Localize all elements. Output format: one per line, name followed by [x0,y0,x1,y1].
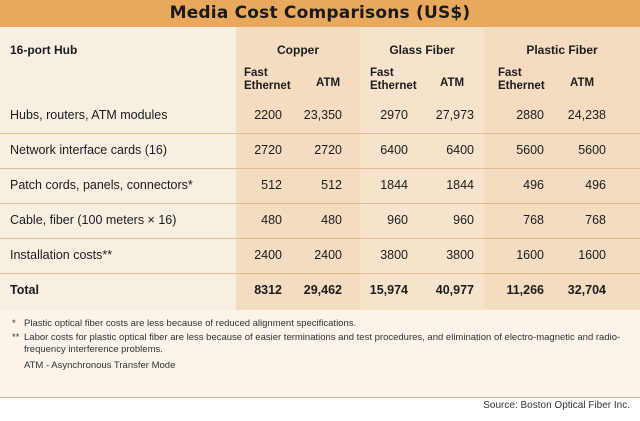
row-divider [0,203,640,204]
cell-value: 480 [321,213,342,227]
cell-value: 2400 [314,248,342,262]
row-divider [0,238,640,239]
cell-value: 1844 [380,178,408,192]
cell-value: 2720 [314,143,342,157]
sub-head-ethernet: Ethernet [498,80,545,92]
row-label-total: Total [10,283,39,297]
row-label: Network interface cards (16) [10,143,168,157]
footnote-2: ** Labor costs for plastic optical fiber… [12,332,628,356]
atm-definition: ATM - Asynchronous Transfer Mode [24,360,176,371]
cell-value: 32,704 [567,283,606,297]
cell-value: 496 [585,178,606,192]
cell-value: 1600 [516,248,544,262]
cell-value: 768 [585,213,606,227]
footnote-text: Labor costs for plastic optical fiber ar… [24,332,621,355]
table-title: Media Cost Comparisons (US$) [0,0,640,27]
group-head-plastic-fiber: Plastic Fiber [526,43,598,57]
sub-head-glass-atm: ATM [440,77,465,89]
table-row: Hubs, routers, ATM modules 2200 23,350 2… [0,99,640,133]
row-divider [0,168,640,169]
sub-head-plastic-fast-ethernet: Fast Ethernet [498,67,545,93]
table-row: Cable, fiber (100 meters × 16) 480 480 9… [0,204,640,238]
sub-head-fast: Fast [244,67,268,79]
cell-value: 3800 [380,248,408,262]
cell-value: 6400 [380,143,408,157]
cell-value: 496 [523,178,544,192]
sub-head-ethernet: Ethernet [244,80,291,92]
cell-value: 11,266 [506,283,544,297]
footnote-mark: * [12,318,16,329]
row-label: Hubs, routers, ATM modules [10,108,168,122]
cell-value: 2970 [380,108,408,122]
cell-value: 23,350 [303,108,342,122]
cell-value: 512 [261,178,282,192]
cell-value: 2720 [254,143,282,157]
row-divider [0,273,640,274]
cell-value: 512 [321,178,342,192]
cell-value: 768 [523,213,544,227]
cell-value: 1600 [578,248,606,262]
cost-table: 16-port Hub Copper Glass Fiber Plastic F… [0,27,640,310]
footnote-1: * Plastic optical fiber costs are less b… [12,318,628,330]
cell-value: 3800 [446,248,474,262]
cell-value: 480 [261,213,282,227]
source-credit: Source: Boston Optical Fiber Inc. [483,400,630,411]
sub-head-fast: Fast [498,67,522,79]
footnotes: * Plastic optical fiber costs are less b… [0,310,640,397]
sub-head-plastic-atm: ATM [570,77,595,89]
footnote-text: Plastic optical fiber costs are less bec… [24,318,357,329]
cell-value: 960 [387,213,408,227]
cell-value: 5600 [578,143,606,157]
cell-value: 2880 [516,108,544,122]
cell-value: 1844 [446,178,474,192]
row-label: Cable, fiber (100 meters × 16) [10,213,177,227]
cell-value: 960 [453,213,474,227]
group-head-copper: Copper [277,43,319,57]
row-divider [0,133,640,134]
footnote-mark: ** [12,332,20,343]
cell-value: 15,974 [369,283,408,297]
cell-value: 8312 [254,283,282,297]
cell-value: 2400 [254,248,282,262]
cell-value: 27,973 [435,108,474,122]
table-row-total: Total 8312 29,462 15,974 40,977 11,266 3… [0,274,640,308]
cell-value: 29,462 [303,283,342,297]
sub-head-glass-fast-ethernet: Fast Ethernet [370,67,417,93]
cell-value: 24,238 [567,108,606,122]
table-row: Installation costs** 2400 2400 3800 3800… [0,239,640,273]
bottom-divider [0,397,640,398]
row-label: Patch cords, panels, connectors* [10,178,193,192]
row-header-label: 16-port Hub [10,43,78,57]
table-row: Network interface cards (16) 2720 2720 6… [0,134,640,168]
sub-head-fast: Fast [370,67,394,79]
sub-head-copper-atm: ATM [316,77,341,89]
cell-value: 40,977 [435,283,474,297]
cell-value: 6400 [446,143,474,157]
cell-value: 5600 [516,143,544,157]
group-head-glass-fiber: Glass Fiber [389,43,455,57]
sub-head-ethernet: Ethernet [370,80,417,92]
cell-value: 2200 [254,108,282,122]
sub-head-copper-fast-ethernet: Fast Ethernet [244,67,291,93]
table-row: Patch cords, panels, connectors* 512 512… [0,169,640,203]
row-label: Installation costs** [10,248,113,262]
